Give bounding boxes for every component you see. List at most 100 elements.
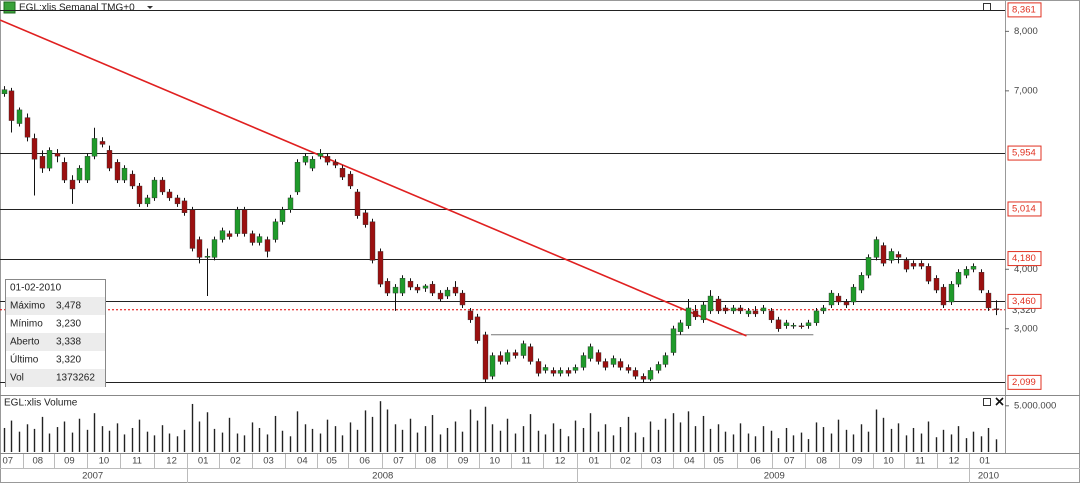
level-label-box (1007, 251, 1042, 267)
candle-body (189, 209, 196, 249)
candle-body (159, 179, 166, 193)
month-label: 03 (651, 456, 662, 467)
level-label: 8,361 (1012, 4, 1036, 15)
candle-body (99, 141, 106, 145)
candle-body (550, 370, 557, 374)
candle-body (46, 150, 53, 169)
level-label: 4,180 (1012, 253, 1036, 264)
month-label: 08 (816, 456, 827, 467)
candle-body (309, 159, 316, 169)
candle-body (504, 352, 511, 362)
info-box: 01-02-2010 Máximo 3,478 Mínimo 3,230 Aberto 3… (5, 279, 106, 387)
candle-body (354, 191, 361, 216)
info-row-value: 3,230 (56, 319, 81, 330)
info-row-value: 3,338 (56, 337, 81, 348)
candle-body (174, 197, 181, 205)
candle-body (542, 367, 549, 371)
candle-body (392, 286, 399, 294)
candle-body (54, 153, 61, 157)
level-label-box (1007, 374, 1042, 390)
candle-body (497, 355, 504, 362)
info-row-label: Vol (10, 373, 24, 384)
candle-body (422, 285, 429, 289)
candle-body (369, 221, 376, 261)
candle-body (835, 295, 842, 303)
candle-body (632, 370, 639, 377)
candle-body (768, 310, 775, 321)
candle-body (91, 138, 98, 157)
month-label: 07 (393, 456, 404, 467)
candle-body (873, 239, 880, 258)
y-tick-label: 4,000 (1014, 264, 1038, 275)
candle-body (805, 322, 812, 326)
year-label: 2008 (372, 471, 393, 482)
candle-body (279, 209, 286, 222)
candle-body (888, 251, 895, 261)
month-label: 04 (684, 456, 695, 467)
candle-body (940, 286, 947, 306)
candle-body (226, 233, 233, 237)
candle-body (474, 316, 481, 341)
candle-body (692, 310, 699, 318)
candle-body (399, 278, 406, 294)
candle-body (993, 308, 1000, 310)
candle-body (617, 361, 624, 368)
candle-body (865, 257, 872, 276)
candle-body (820, 307, 827, 312)
candle-body (181, 200, 188, 213)
candle-body (249, 233, 256, 243)
month-label: 09 (64, 456, 75, 467)
candle-body (640, 376, 647, 380)
candle-body (31, 138, 38, 160)
candle-body (444, 289, 451, 297)
y-tick-label: 3,000 (1014, 323, 1038, 334)
candle-body (933, 278, 940, 291)
year-label: 2010 (978, 471, 999, 482)
y-tick-label: 8,000 (1014, 26, 1038, 37)
volume-close-button[interactable] (995, 397, 1004, 406)
candle-body (61, 162, 68, 181)
candle-body (662, 355, 669, 365)
candle-body (850, 286, 857, 303)
candle-body (136, 185, 143, 205)
month-label: 03 (263, 456, 274, 467)
level-label: 3,460 (1012, 296, 1036, 307)
candle-body (272, 221, 279, 240)
month-label: 08 (33, 456, 44, 467)
dropdown-arrow[interactable] (147, 6, 153, 9)
info-row-value: 3,478 (56, 301, 81, 312)
month-label: 11 (521, 456, 531, 467)
candle-body (302, 156, 309, 163)
month-label: 12 (949, 456, 960, 467)
month-label: 01 (198, 456, 209, 467)
volume-title: EGL:xlis Volume (4, 398, 78, 409)
info-row-value: 3,320 (56, 355, 81, 366)
candle-body (985, 292, 992, 309)
candle-body (1, 89, 8, 95)
candle-body (24, 117, 31, 138)
candle-body (813, 310, 820, 324)
candle-body (783, 322, 790, 326)
symbol-icon (3, 1, 16, 14)
candle-body (655, 364, 662, 371)
candle-body (384, 280, 391, 294)
info-row-bg (6, 369, 105, 387)
candle-body (572, 367, 579, 371)
month-label: 07 (784, 456, 795, 467)
candle-body (144, 197, 151, 205)
chart-title: EGL:xlis Semanal TMG+0 (19, 3, 135, 14)
candle-body (264, 239, 271, 252)
candle-body (8, 90, 15, 121)
candle-body (489, 355, 496, 377)
level-label-box (1007, 201, 1042, 217)
volume-maximize-button[interactable] (983, 398, 991, 406)
level-label-box (1007, 145, 1042, 161)
candle-body (459, 292, 466, 306)
info-row-label: Mínimo (10, 319, 43, 330)
candle-body (677, 322, 684, 332)
month-label: 01 (589, 456, 600, 467)
level-label: 5,014 (1012, 203, 1036, 214)
candle-body (565, 370, 572, 374)
candle-body (84, 156, 91, 181)
candle-body (129, 173, 136, 187)
